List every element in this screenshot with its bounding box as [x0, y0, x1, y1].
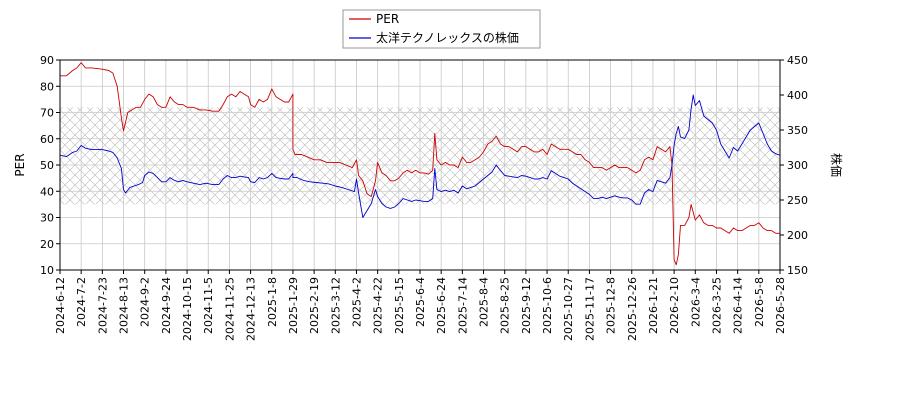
right-tick-label: 350	[787, 124, 808, 137]
left-tick-label: 70	[40, 107, 54, 120]
right-tick-label: 200	[787, 229, 808, 242]
x-tick-label: 2024-9-24	[160, 277, 173, 334]
right-axis-title: 株価	[829, 153, 844, 177]
x-tick-label: 2026-5-28	[774, 277, 787, 334]
left-tick-label: 20	[40, 238, 54, 251]
x-tick-label: 2024-11-5	[202, 277, 215, 334]
x-tick-label: 2025-9-12	[520, 277, 533, 334]
x-tick-label: 2026-2-10	[668, 277, 681, 334]
right-tick-label: 150	[787, 264, 808, 277]
x-tick-label: 2025-11-17	[583, 277, 596, 341]
x-tick-label: 2024-7-2	[75, 277, 88, 327]
left-tick-label: 50	[40, 159, 54, 172]
legend-label-per: PER	[376, 12, 399, 26]
x-tick-label: 2026-5-8	[753, 277, 766, 327]
x-tick-label: 2026-3-25	[710, 277, 723, 334]
right-tick-label: 400	[787, 89, 808, 102]
x-tick-label: 2025-10-27	[562, 277, 575, 341]
x-tick-label: 2025-1-29	[287, 277, 300, 334]
x-tick-label: 2024-8-13	[118, 277, 131, 334]
x-tick-label: 2024-6-12	[54, 277, 67, 334]
legend-box	[342, 9, 541, 49]
x-tick-label: 2024-7-23	[96, 277, 109, 334]
series-line-price	[60, 94, 780, 218]
left-tick-label: 90	[40, 54, 54, 67]
x-tick-label: 2025-12-26	[626, 277, 639, 341]
left-axis-ticks: 10 20 30 40 50 60 70 80 90	[40, 54, 60, 277]
x-tick-label: 2025-8-25	[499, 277, 512, 334]
right-tick-label: 250	[787, 194, 808, 207]
x-tick-label: 2025-6-4	[414, 277, 427, 327]
legend-label-price: 太洋テクノレックスの株価	[376, 30, 519, 45]
x-tick-label: 2024-11-25	[223, 277, 236, 341]
x-tick-label: 2025-7-14	[456, 277, 469, 334]
x-tick-label: 2025-10-6	[541, 277, 554, 334]
x-tick-label: 2026-1-21	[647, 277, 660, 334]
right-tick-label: 300	[787, 159, 808, 172]
left-axis-title: PER	[13, 153, 27, 176]
left-tick-label: 10	[40, 264, 54, 277]
x-tick-label: 2025-1-8	[266, 277, 279, 327]
x-tick-label: 2024-9-2	[139, 277, 152, 327]
x-tick-label: 2024-10-15	[181, 277, 194, 341]
x-tick-label: 2025-3-12	[329, 277, 342, 334]
x-tick-label: 2026-4-14	[732, 277, 745, 334]
series-lines	[60, 62, 780, 266]
x-tick-label: 2025-5-15	[393, 277, 406, 334]
left-tick-label: 40	[40, 185, 54, 198]
x-tick-label: 2025-4-2	[350, 277, 363, 327]
legend: PER 太洋テクノレックスの株価	[342, 9, 541, 49]
left-tick-label: 60	[40, 133, 54, 146]
right-tick-label: 450	[787, 54, 808, 67]
x-tick-label: 2024-12-13	[245, 277, 258, 341]
series-line-per	[60, 62, 780, 266]
left-tick-label: 80	[40, 80, 54, 93]
right-axis-ticks: 150 200 250 300 350 400 450	[780, 54, 808, 277]
x-tick-label: 2025-2-19	[308, 277, 321, 334]
x-tick-label: 2025-6-24	[435, 277, 448, 334]
x-tick-label: 2025-12-8	[605, 277, 618, 334]
x-tick-label: 2025-4-22	[372, 277, 385, 334]
grid-lines	[59, 59, 781, 271]
x-axis-ticks: 2024-6-12 2024-7-2 2024-7-23 2024-8-13 2024-…	[54, 270, 787, 341]
x-tick-label: 2026-3-4	[689, 277, 702, 327]
left-tick-label: 30	[40, 212, 54, 225]
x-tick-label: 2025-8-4	[478, 277, 491, 327]
